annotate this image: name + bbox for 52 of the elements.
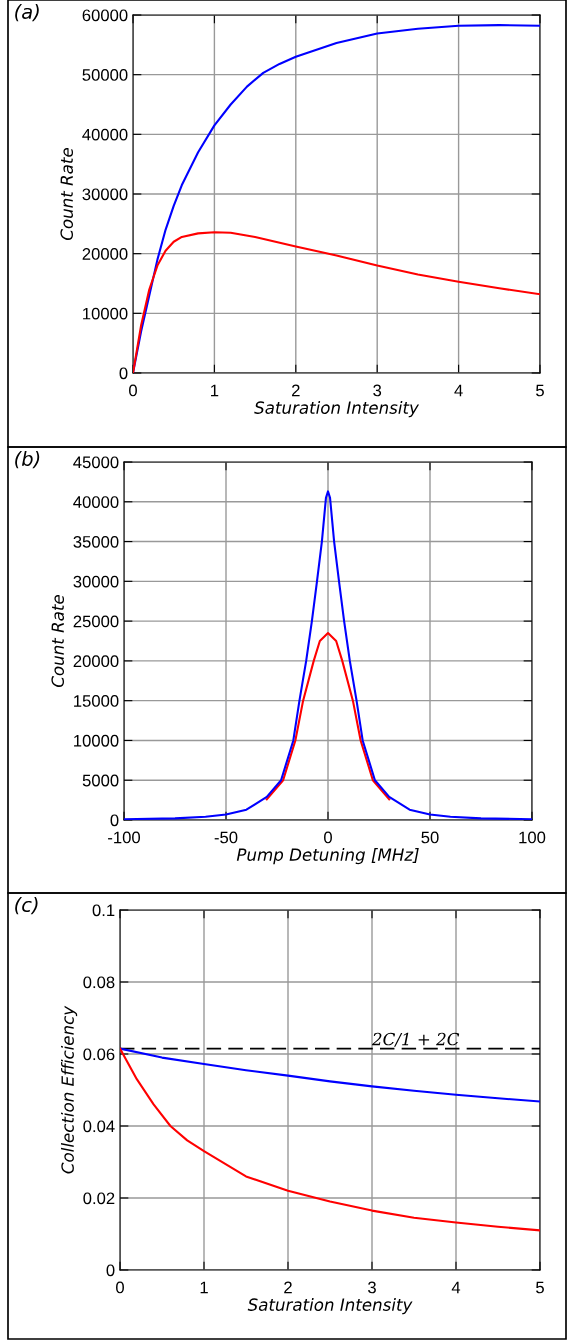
y-tick-label: 30000 xyxy=(73,575,119,588)
x-tick-label: 4 xyxy=(451,1281,461,1294)
x-tick-label: 5 xyxy=(536,384,544,397)
x-tick-label: -50 xyxy=(214,831,238,844)
y-tick-label: 25000 xyxy=(73,615,119,628)
chart-title: (a) xyxy=(15,4,39,22)
x-tick-label: 1 xyxy=(211,384,219,397)
line-series xyxy=(120,1047,540,1232)
y-tick-label: 0 xyxy=(119,367,128,380)
x-tick-label: 0 xyxy=(324,831,332,844)
x-tick-label: 3 xyxy=(373,384,382,397)
x-tick-label: 2 xyxy=(292,384,300,397)
y-tick-label: 0.1 xyxy=(92,904,115,917)
y-tick-label: 0.04 xyxy=(83,1120,115,1133)
y-tick-label: 40000 xyxy=(73,496,119,508)
y-axis-title: Count Rate xyxy=(60,148,74,240)
x-axis-title: Saturation Intensity xyxy=(247,1298,413,1315)
x-axis-title: Pump Detuning [MHz] xyxy=(236,848,419,865)
y-tick-label: 0.06 xyxy=(83,1048,115,1061)
y-tick-label: 10000 xyxy=(83,307,128,320)
y-tick-label: 0.02 xyxy=(83,1192,115,1205)
line-series xyxy=(265,632,391,801)
x-tick-label: 50 xyxy=(421,831,439,844)
x-axis-title: Saturation Intensity xyxy=(254,401,420,418)
y-tick-label: 10000 xyxy=(74,734,119,747)
chart-title: (b) xyxy=(15,451,40,469)
x-tick-label: -100 xyxy=(108,831,141,844)
y-tick-label: 35000 xyxy=(73,535,119,548)
x-tick-label: 100 xyxy=(519,831,546,844)
y-tick-label: 5000 xyxy=(82,774,119,787)
y-tick-label: 30000 xyxy=(82,188,128,201)
y-tick-label: 0.08 xyxy=(83,976,115,989)
y-tick-label: 15000 xyxy=(74,695,119,707)
y-tick-label: 50000 xyxy=(82,69,128,81)
y-tick-label: 45000 xyxy=(73,456,119,469)
y-axis-title: Collection Efficiency xyxy=(61,1005,78,1174)
x-tick-label: 4 xyxy=(454,384,463,397)
y-tick-label: 40000 xyxy=(82,128,128,141)
y-axis-title: Count Rate xyxy=(51,595,65,687)
y-tick-label: 0 xyxy=(106,1264,115,1277)
ref-line-label: 2C/1 + 2C xyxy=(371,1032,460,1047)
x-tick-label: 1 xyxy=(200,1281,208,1294)
y-tick-label: 20000 xyxy=(73,655,119,668)
line-series xyxy=(120,1047,540,1103)
y-tick-label: 60000 xyxy=(82,9,128,22)
x-tick-label: 5 xyxy=(536,1281,544,1294)
y-tick-label: 20000 xyxy=(82,248,128,260)
y-tick-label: 0 xyxy=(110,814,119,827)
x-tick-label: 3 xyxy=(368,1281,376,1294)
x-tick-label: 2 xyxy=(284,1281,292,1294)
chart-title: (c) xyxy=(15,897,38,915)
x-tick-label: 0 xyxy=(129,384,137,397)
